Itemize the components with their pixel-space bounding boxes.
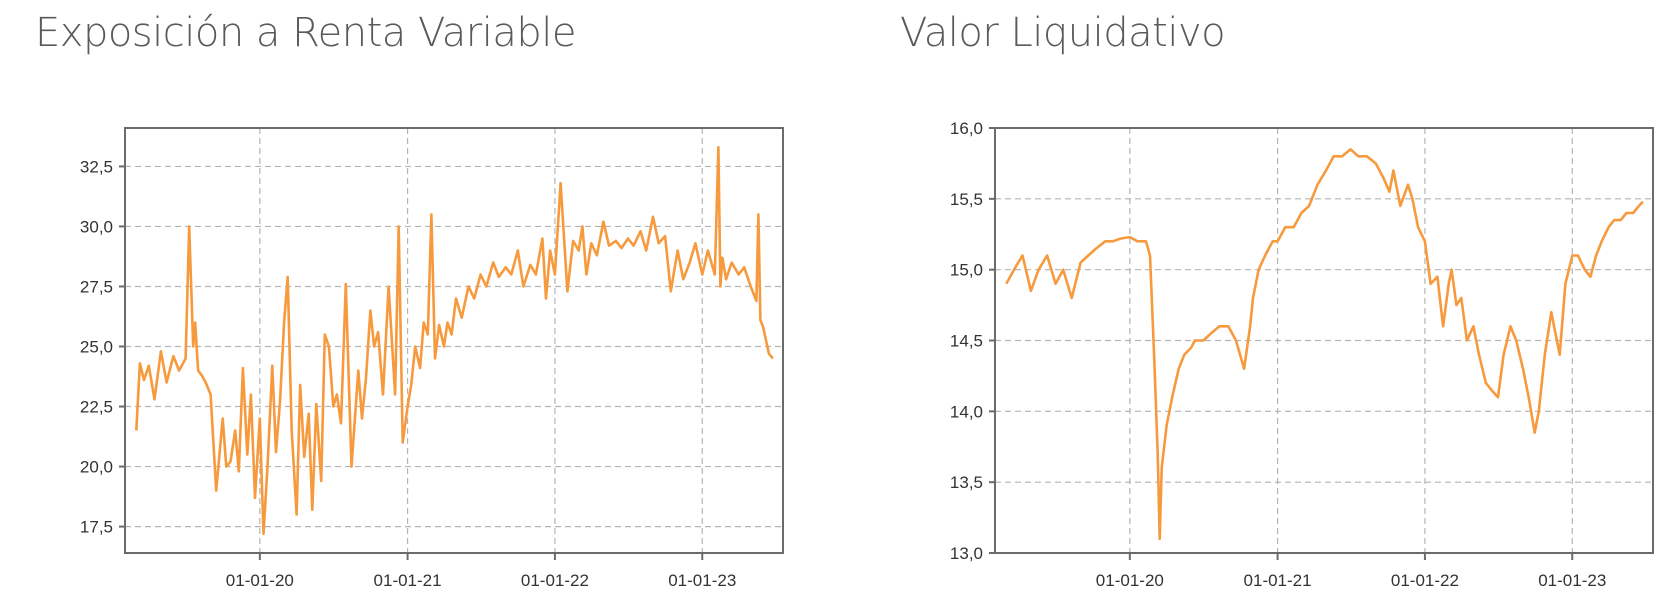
- y-tick-label: 16,0: [950, 119, 983, 138]
- nav-series-line: [1005, 148, 1644, 541]
- y-tick-label: 13,0: [950, 544, 983, 563]
- x-tick-label: 01-01-23: [668, 571, 736, 590]
- x-tick-label: 01-01-20: [1096, 571, 1164, 590]
- chart-title-exposicion: Exposición a Renta Variable: [35, 10, 576, 56]
- plot-frame: [124, 127, 784, 554]
- y-tick-label: 32,5: [80, 157, 113, 176]
- y-tick-label: 25,0: [80, 338, 113, 357]
- y-tick-label: 22,5: [80, 398, 113, 417]
- exposure-series-line: [135, 145, 774, 536]
- y-tick-label: 27,5: [80, 277, 113, 296]
- x-tick-label: 01-01-20: [226, 571, 294, 590]
- y-tick-label: 17,5: [80, 518, 113, 537]
- x-tick-label: 01-01-21: [1244, 571, 1312, 590]
- plot-frame: [994, 127, 1654, 554]
- y-tick-label: 30,0: [80, 217, 113, 236]
- y-tick-label: 13,5: [950, 473, 983, 492]
- x-tick-label: 01-01-23: [1538, 571, 1606, 590]
- x-tick-label: 01-01-22: [521, 571, 589, 590]
- y-tick-label: 15,5: [950, 190, 983, 209]
- chart-title-valor-liquidativo: Valor Liquidativo: [900, 10, 1226, 56]
- y-tick-label: 14,0: [950, 402, 983, 421]
- x-tick-label: 01-01-22: [1391, 571, 1459, 590]
- exposure-line-chart: 17,5 20,0 22,5 25,0 27,5 30,0 32,5 01-01-20 01-0…: [80, 127, 784, 590]
- y-tick-label: 14,5: [950, 332, 983, 351]
- x-tick-label: 01-01-21: [374, 571, 442, 590]
- y-tick-label: 20,0: [80, 458, 113, 477]
- y-tick-label: 15,0: [950, 261, 983, 280]
